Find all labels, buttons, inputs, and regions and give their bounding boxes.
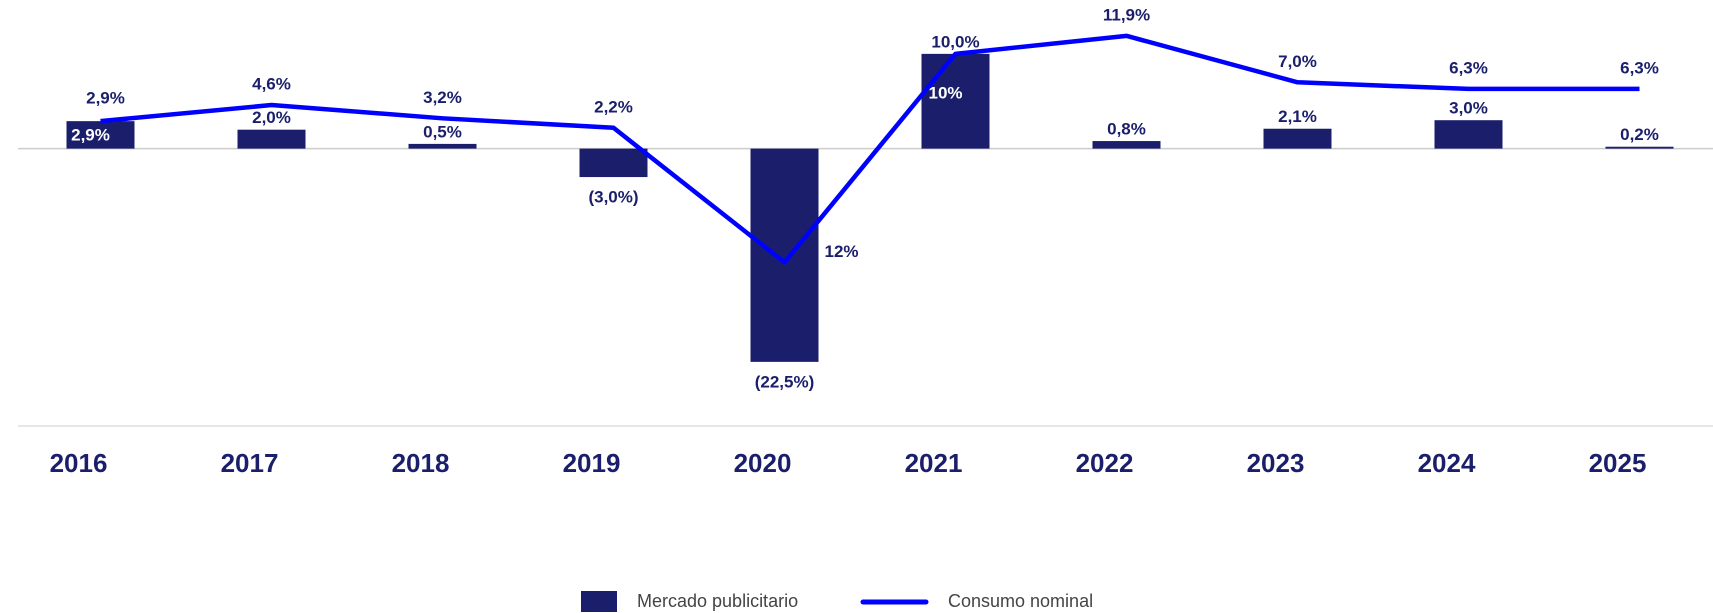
x-tick-label: 2025 [1589, 448, 1647, 478]
x-tick-label: 2020 [734, 448, 792, 478]
bar-label: 10,0% [931, 32, 979, 51]
bar-label: (3,0%) [588, 188, 638, 207]
bar [66, 121, 135, 149]
bar [1092, 141, 1161, 149]
bar [750, 148, 819, 362]
line-label: 3,2% [423, 88, 462, 107]
legend-swatch [581, 591, 617, 612]
x-tick-label: 2017 [221, 448, 279, 478]
bar [1434, 120, 1503, 149]
bar-label: 0,5% [423, 122, 462, 141]
line-label: 6,3% [1620, 58, 1659, 77]
bar-label: 2,1% [1278, 107, 1317, 126]
legend-label: Mercado publicitario [637, 591, 798, 611]
bar [1263, 128, 1332, 149]
bar-label: 2,9% [71, 126, 110, 145]
x-tick-label: 2016 [50, 448, 108, 478]
bar [921, 53, 990, 149]
x-tick-label: 2022 [1076, 448, 1134, 478]
bar-label: 3,0% [1449, 99, 1488, 118]
x-tick-label: 2021 [905, 448, 963, 478]
bar [579, 148, 648, 178]
line-label: 10% [928, 83, 962, 102]
bar [237, 129, 306, 149]
line-label: 2,9% [86, 89, 125, 108]
line-label: 11,9% [1103, 5, 1150, 24]
bar [1605, 146, 1674, 149]
x-tick-label: 2018 [392, 448, 450, 478]
bar [408, 143, 477, 149]
line-label: 6,3% [1449, 58, 1488, 77]
line-label: 2,2% [594, 97, 633, 116]
line-label: 4,6% [252, 75, 291, 94]
legend-label: Consumo nominal [948, 591, 1093, 611]
bar-label: 0,8% [1107, 120, 1146, 139]
line [100, 33, 1640, 265]
bar-label: 2,0% [252, 108, 291, 127]
x-tick-label: 2024 [1418, 448, 1476, 478]
bar-label: 0,2% [1620, 125, 1659, 144]
line-label: 7,0% [1278, 52, 1317, 71]
x-tick-label: 2023 [1247, 448, 1305, 478]
x-tick-label: 2019 [563, 448, 621, 478]
bar-label: (22,5%) [755, 372, 815, 391]
line-label: 12% [825, 242, 859, 261]
